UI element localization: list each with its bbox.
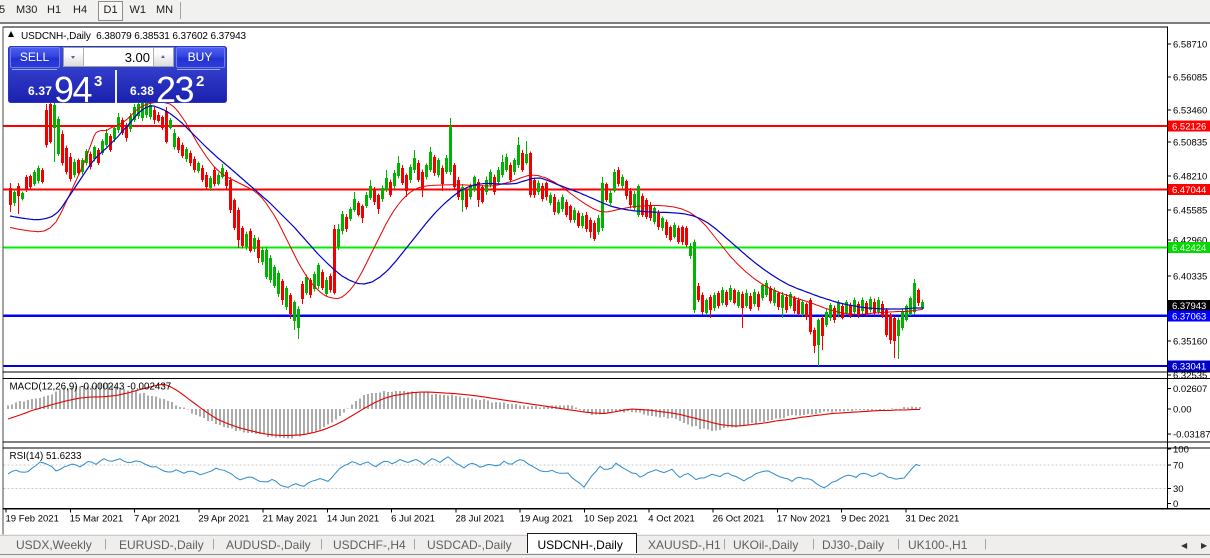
svg-text:100: 100 <box>1173 444 1189 455</box>
svg-text:0.02607: 0.02607 <box>1173 384 1207 395</box>
svg-text:14 Jun 2021: 14 Jun 2021 <box>327 514 379 525</box>
svg-text:MACD(12,26,9) -0.000243 -0.002: MACD(12,26,9) -0.000243 -0.002437 <box>10 382 172 393</box>
svg-text:6.35160: 6.35160 <box>1173 336 1207 347</box>
svg-text:31 Dec 2021: 31 Dec 2021 <box>905 514 959 525</box>
svg-text:6.47044: 6.47044 <box>1172 185 1206 196</box>
svg-text:10 Sep 2021: 10 Sep 2021 <box>584 514 638 525</box>
svg-text:6.40335: 6.40335 <box>1173 271 1207 282</box>
svg-text:6.48210: 6.48210 <box>1173 171 1207 182</box>
svg-text:4 Oct 2021: 4 Oct 2021 <box>648 514 694 525</box>
svg-text:0.00: 0.00 <box>1173 404 1192 415</box>
svg-text:21 May 2021: 21 May 2021 <box>263 514 318 525</box>
svg-text:9 Dec 2021: 9 Dec 2021 <box>841 514 890 525</box>
svg-text:6.50835: 6.50835 <box>1173 137 1207 148</box>
svg-text:6.53460: 6.53460 <box>1173 105 1207 116</box>
svg-text:6.56085: 6.56085 <box>1173 72 1207 83</box>
svg-text:0: 0 <box>1173 499 1178 510</box>
svg-text:6.32535: 6.32535 <box>1173 370 1207 381</box>
svg-text:17 Nov 2021: 17 Nov 2021 <box>777 514 831 525</box>
svg-text:6.37943: 6.37943 <box>1172 301 1206 312</box>
svg-text:26 Oct 2021: 26 Oct 2021 <box>713 514 765 525</box>
svg-text:RSI(14) 51.6233: RSI(14) 51.6233 <box>10 451 82 462</box>
svg-text:30: 30 <box>1173 484 1184 495</box>
svg-text:29 Apr 2021: 29 Apr 2021 <box>198 514 249 525</box>
svg-text:6.42424: 6.42424 <box>1172 243 1206 254</box>
svg-text:19 Aug 2021: 19 Aug 2021 <box>520 514 573 525</box>
svg-text:6.37063: 6.37063 <box>1172 311 1206 322</box>
svg-text:28 Jul 2021: 28 Jul 2021 <box>455 514 504 525</box>
svg-text:6.52126: 6.52126 <box>1172 121 1206 132</box>
svg-text:-0.031872: -0.031872 <box>1173 429 1210 440</box>
svg-text:6.58710: 6.58710 <box>1173 39 1207 50</box>
svg-text:6 Jul 2021: 6 Jul 2021 <box>391 514 435 525</box>
svg-text:6.42960: 6.42960 <box>1173 235 1207 246</box>
svg-text:19 Feb 2021: 19 Feb 2021 <box>6 514 59 525</box>
svg-text:15 Mar 2021: 15 Mar 2021 <box>70 514 123 525</box>
svg-text:7 Apr 2021: 7 Apr 2021 <box>134 514 180 525</box>
svg-text:6.45585: 6.45585 <box>1173 205 1207 216</box>
svg-text:6.33041: 6.33041 <box>1172 361 1206 372</box>
svg-text:70: 70 <box>1173 460 1184 471</box>
